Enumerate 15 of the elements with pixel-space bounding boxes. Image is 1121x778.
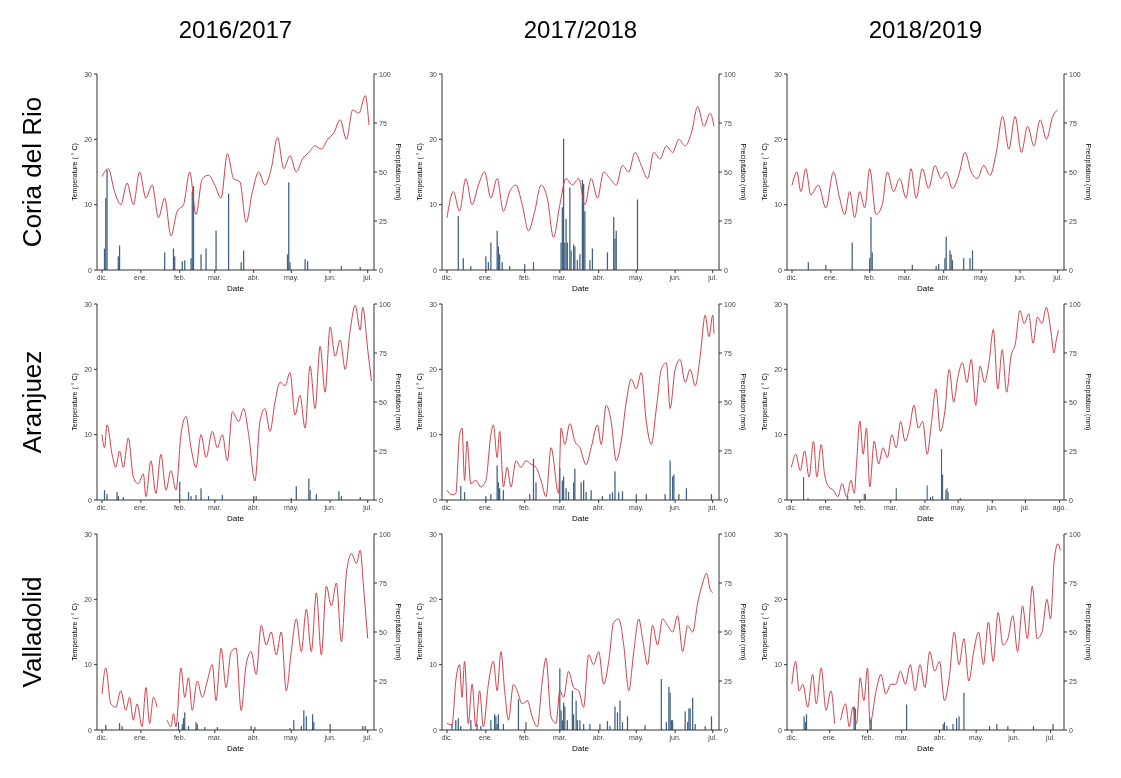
chart-title: 2017/2018 xyxy=(523,16,638,43)
chart-title: 2016/2017 xyxy=(178,16,293,43)
x-axis-title: Date xyxy=(572,514,590,523)
x-axis-title: Date xyxy=(572,284,590,293)
chart-title: 2018/2019 xyxy=(868,16,983,43)
x-axis-title: Date xyxy=(917,744,935,753)
text: Coria del Rio xyxy=(17,96,47,248)
x-axis-title: Date xyxy=(227,744,245,753)
x-axis-title: Date xyxy=(572,744,590,753)
x-axis-title: Date xyxy=(227,514,245,523)
x-axis-title: Date xyxy=(917,514,935,523)
text: Aranjuez xyxy=(17,350,47,454)
x-axis-title: Date xyxy=(227,284,245,293)
text: Valladolid xyxy=(17,576,47,688)
x-axis-title: Date xyxy=(917,284,935,293)
